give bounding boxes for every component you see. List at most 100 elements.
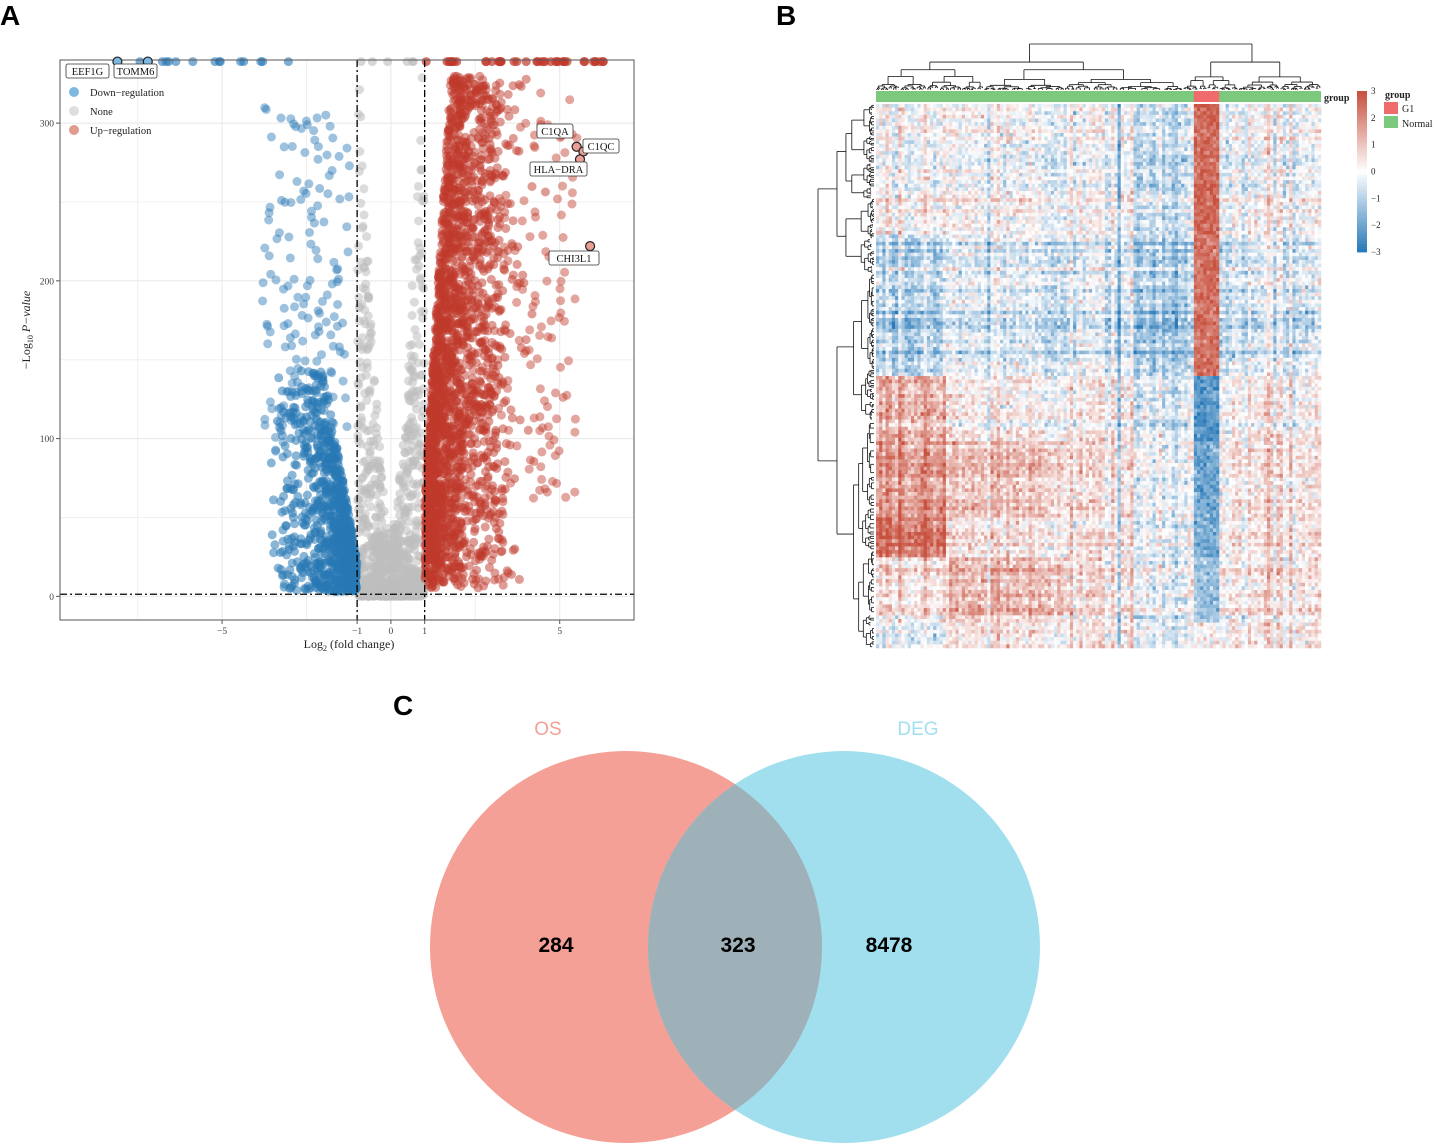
point-up <box>498 170 508 180</box>
gene-label-box <box>582 138 620 154</box>
point-down <box>332 586 342 596</box>
point-up <box>536 116 546 126</box>
point-down <box>307 206 316 216</box>
point-up <box>486 374 496 384</box>
point-down <box>292 177 302 186</box>
point-up <box>483 218 493 228</box>
point-none <box>419 399 429 409</box>
point-up <box>498 493 508 503</box>
point-up <box>458 315 467 325</box>
point-up <box>479 320 489 330</box>
point-up <box>486 386 496 396</box>
point-up <box>451 542 460 552</box>
point-up <box>480 336 490 346</box>
point-up <box>501 396 511 406</box>
point-down <box>334 151 344 161</box>
point-up <box>428 380 438 390</box>
point-down <box>334 485 344 495</box>
point-up <box>454 406 464 416</box>
point-up <box>479 266 489 276</box>
point-down <box>304 383 314 393</box>
point-up <box>429 565 439 575</box>
point-up <box>449 142 459 152</box>
point-up <box>493 355 503 365</box>
point-down <box>323 437 333 447</box>
point-down <box>283 476 292 486</box>
point-down <box>274 228 284 238</box>
point-up <box>542 487 552 497</box>
point-down <box>324 579 333 589</box>
point-none <box>377 473 387 482</box>
point-none <box>373 434 383 444</box>
point-up <box>455 269 465 279</box>
point-up <box>471 390 481 399</box>
point-down <box>283 281 293 291</box>
panel-label-b: B <box>776 0 796 32</box>
point-down <box>335 347 345 357</box>
point-down <box>342 143 352 153</box>
x-tick-label: −1 <box>352 627 362 637</box>
point-none <box>407 311 417 320</box>
point-down <box>316 458 326 468</box>
point-down <box>312 356 322 366</box>
point-up <box>491 496 501 506</box>
gene-label-box <box>65 63 110 79</box>
point-up <box>530 142 540 152</box>
point-down <box>296 124 306 133</box>
point-down <box>326 330 336 340</box>
point-up <box>529 493 538 503</box>
point-up <box>427 579 437 589</box>
point-up <box>485 259 495 269</box>
point-up <box>457 388 467 398</box>
point-down <box>266 132 276 142</box>
point-up <box>489 498 499 508</box>
point-up <box>423 446 433 456</box>
point-down <box>326 367 336 376</box>
point-none <box>368 419 378 429</box>
point-none-capped <box>367 57 377 67</box>
point-down <box>278 452 288 462</box>
point-down <box>284 232 294 242</box>
point-down <box>280 197 290 207</box>
point-up <box>494 247 504 257</box>
point-down <box>332 321 342 331</box>
point-none <box>401 433 411 443</box>
point-up <box>516 343 526 353</box>
point-none <box>407 281 417 291</box>
point-up <box>435 533 445 543</box>
point-up <box>487 484 497 494</box>
point-up <box>493 215 503 224</box>
point-none <box>409 427 419 437</box>
point-down <box>289 119 299 129</box>
point-up <box>465 457 475 467</box>
point-up <box>549 435 559 445</box>
volcano-y-axis-label: −Log10 P−value <box>19 290 35 369</box>
point-none <box>363 362 372 372</box>
point-down <box>290 537 300 547</box>
point-up <box>498 424 508 434</box>
point-up <box>466 470 476 479</box>
point-up <box>498 379 508 389</box>
labeled-point <box>585 241 596 252</box>
point-up <box>554 313 564 322</box>
point-down <box>312 113 322 123</box>
point-down <box>305 502 314 512</box>
point-up <box>475 550 485 560</box>
point-up <box>445 495 455 505</box>
point-none <box>373 528 383 537</box>
point-none <box>375 483 385 493</box>
point-up <box>478 95 488 105</box>
point-up <box>469 85 479 95</box>
point-up <box>427 499 437 509</box>
point-down <box>307 212 316 222</box>
point-up <box>514 335 524 345</box>
point-up <box>466 438 476 448</box>
point-up <box>445 290 455 300</box>
point-up <box>439 428 449 437</box>
point-up <box>496 410 506 420</box>
point-down <box>312 408 322 418</box>
point-up <box>479 312 489 322</box>
point-up <box>443 480 453 489</box>
point-none <box>371 512 381 522</box>
point-up <box>438 348 448 358</box>
